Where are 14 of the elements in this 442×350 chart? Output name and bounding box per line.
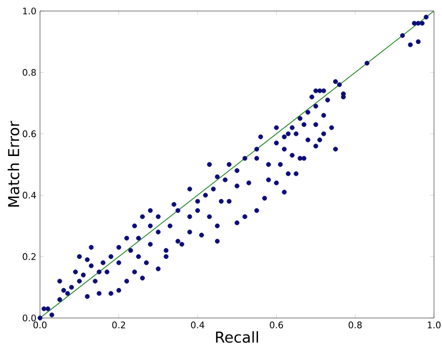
x-tick-label: 0.8 — [348, 322, 362, 328]
x-tick-label: 0.2 — [112, 322, 126, 328]
y-tick-label: 0.6 — [22, 130, 36, 138]
x-tick-label: 0.4 — [191, 322, 204, 328]
y-tick-label: 0.2 — [22, 253, 36, 260]
y-tick-label: 1.0 — [23, 8, 36, 14]
x-axis-title: Recall — [216, 331, 258, 343]
x-tick-label: 1.0 — [428, 322, 441, 328]
x-tick-label: 0.6 — [270, 322, 283, 328]
x-tick-label: 0.0 — [33, 322, 47, 328]
y-axis-title: Match Error — [8, 120, 20, 207]
y-tick-label: 0.4 — [22, 192, 36, 199]
y-tick-label: 0.0 — [22, 314, 36, 322]
y-tick-label: 0.8 — [22, 68, 36, 76]
